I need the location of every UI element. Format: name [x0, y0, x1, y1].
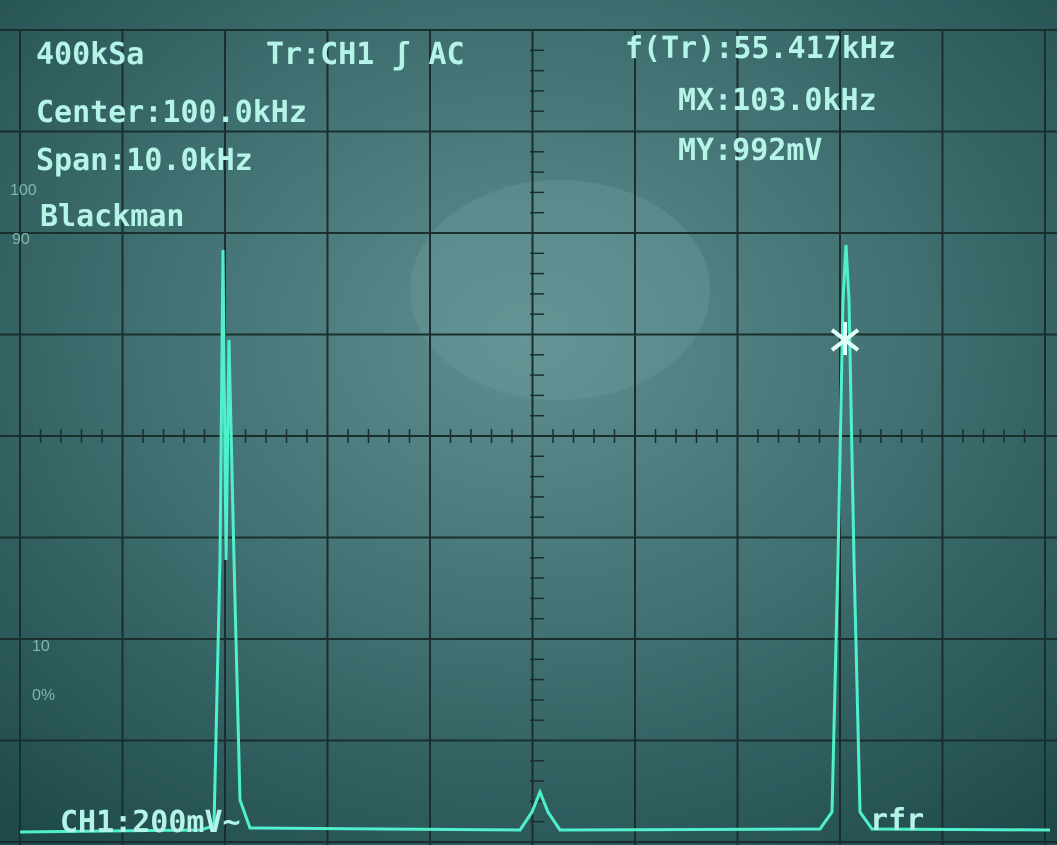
- reflection: [410, 180, 710, 400]
- marker-y: MY:992mV: [678, 133, 823, 168]
- channel-setting: CH1:200mV~: [60, 805, 241, 840]
- page: {"readouts": {"sample_rate": "400kSa", "…: [0, 0, 1057, 845]
- scale-label: 10: [32, 638, 50, 655]
- trigger-frequency: f(Tr):55.417kHz: [625, 31, 896, 66]
- scale-label: 90: [12, 231, 30, 248]
- scale-label: 0%: [32, 687, 55, 704]
- scale-label: 100: [10, 182, 37, 199]
- marker-x: MX:103.0kHz: [678, 83, 877, 118]
- sample-rate: 400kSa: [36, 37, 144, 72]
- oscilloscope-screen: 400kSa Tr:CH1 ʃ AC f(Tr):55.417kHz Cente…: [0, 0, 1057, 845]
- corner-text: rfr: [870, 803, 924, 838]
- span: Span:10.0kHz: [36, 143, 253, 178]
- trigger: Tr:CH1 ʃ AC: [266, 37, 465, 72]
- window: Blackman: [40, 199, 185, 234]
- center-frequency: Center:100.0kHz: [36, 95, 307, 130]
- body: 400kSa Tr:CH1 ʃ AC f(Tr):55.417kHz Cente…: [0, 0, 1057, 845]
